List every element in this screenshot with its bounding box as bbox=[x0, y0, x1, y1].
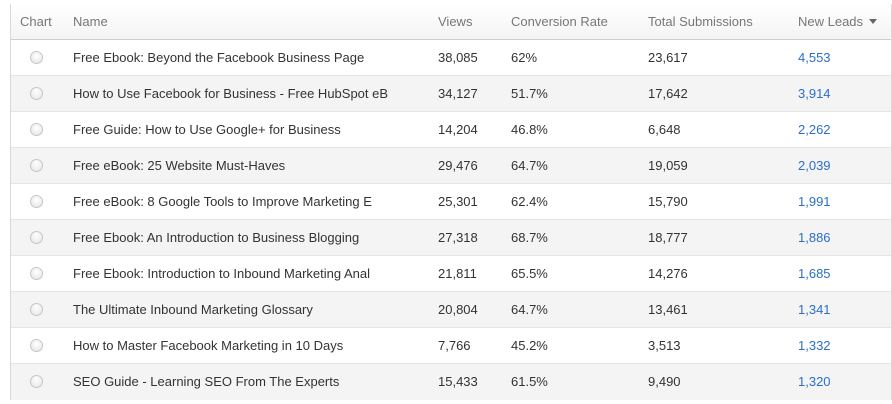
header-chart[interactable]: Chart bbox=[20, 14, 52, 29]
radio-button-icon[interactable] bbox=[30, 231, 43, 244]
row-new-leads-link[interactable]: 1,991 bbox=[798, 194, 831, 209]
row-total-submissions: 15,790 bbox=[648, 194, 688, 209]
row-conversion-rate: 65.5% bbox=[511, 266, 548, 281]
table-row: Free Ebook: Beyond the Facebook Business… bbox=[11, 40, 891, 76]
row-conversion-rate: 61.5% bbox=[511, 374, 548, 389]
row-total-submissions: 14,276 bbox=[648, 266, 688, 281]
row-conversion-rate: 64.7% bbox=[511, 158, 548, 173]
header-views[interactable]: Views bbox=[438, 14, 473, 29]
row-views: 7,766 bbox=[438, 338, 471, 353]
row-name: Free Guide: How to Use Google+ for Busin… bbox=[73, 122, 341, 137]
row-views: 21,811 bbox=[438, 266, 477, 281]
row-conversion-rate: 45.2% bbox=[511, 338, 548, 353]
row-conversion-rate: 51.7% bbox=[511, 86, 548, 101]
table-header: Chart Name Views Conversion Rate Total S… bbox=[11, 4, 891, 40]
row-total-submissions: 9,490 bbox=[648, 374, 681, 389]
row-total-submissions: 6,648 bbox=[648, 122, 681, 137]
radio-button-icon[interactable] bbox=[30, 87, 43, 100]
table-row: Free Ebook: An Introduction to Business … bbox=[11, 220, 891, 256]
table-row: How to Master Facebook Marketing in 10 D… bbox=[11, 328, 891, 364]
radio-button-icon[interactable] bbox=[30, 159, 43, 172]
row-total-submissions: 19,059 bbox=[648, 158, 688, 173]
header-conversion-rate[interactable]: Conversion Rate bbox=[511, 14, 608, 29]
sort-descending-icon[interactable] bbox=[869, 19, 878, 25]
row-total-submissions: 13,461 bbox=[648, 302, 688, 317]
row-name: The Ultimate Inbound Marketing Glossary bbox=[73, 302, 313, 317]
table-row: Free Guide: How to Use Google+ for Busin… bbox=[11, 112, 891, 148]
row-name: Free Ebook: Introduction to Inbound Mark… bbox=[73, 266, 371, 281]
row-total-submissions: 3,513 bbox=[648, 338, 681, 353]
landing-pages-table: Chart Name Views Conversion Rate Total S… bbox=[10, 4, 892, 400]
table-body: Free Ebook: Beyond the Facebook Business… bbox=[11, 40, 891, 400]
table-row: How to Use Facebook for Business - Free … bbox=[11, 76, 891, 112]
radio-button-icon[interactable] bbox=[30, 195, 43, 208]
row-views: 14,204 bbox=[438, 122, 478, 137]
row-new-leads-link[interactable]: 4,553 bbox=[798, 50, 831, 65]
row-views: 25,301 bbox=[438, 194, 478, 209]
row-name: Free eBook: 25 Website Must-Haves bbox=[73, 158, 286, 173]
row-new-leads-link[interactable]: 1,341 bbox=[798, 302, 831, 317]
row-views: 27,318 bbox=[438, 230, 478, 245]
table-row: Free eBook: 8 Google Tools to Improve Ma… bbox=[11, 184, 891, 220]
row-new-leads-link[interactable]: 2,262 bbox=[798, 122, 831, 137]
row-name: Free eBook: 8 Google Tools to Improve Ma… bbox=[73, 194, 372, 209]
header-name[interactable]: Name bbox=[73, 14, 108, 29]
row-conversion-rate: 46.8% bbox=[511, 122, 548, 137]
row-new-leads-link[interactable]: 3,914 bbox=[798, 86, 831, 101]
row-conversion-rate: 64.7% bbox=[511, 302, 548, 317]
row-new-leads-link[interactable]: 1,320 bbox=[798, 374, 831, 389]
row-name: Free Ebook: An Introduction to Business … bbox=[73, 230, 360, 245]
row-total-submissions: 23,617 bbox=[648, 50, 688, 65]
table-row: SEO Guide - Learning SEO From The Expert… bbox=[11, 364, 891, 400]
row-total-submissions: 18,777 bbox=[648, 230, 688, 245]
table-row: Free Ebook: Introduction to Inbound Mark… bbox=[11, 256, 891, 292]
row-new-leads-link[interactable]: 1,886 bbox=[798, 230, 831, 245]
header-total-submissions[interactable]: Total Submissions bbox=[648, 14, 753, 29]
header-new-leads[interactable]: New Leads bbox=[798, 4, 878, 39]
row-views: 15,433 bbox=[438, 374, 478, 389]
row-conversion-rate: 62% bbox=[511, 50, 538, 65]
row-new-leads-link[interactable]: 1,685 bbox=[798, 266, 831, 281]
header-new-leads-label: New Leads bbox=[798, 14, 864, 29]
table-row: Free eBook: 25 Website Must-Haves 29,476 6… bbox=[11, 148, 891, 184]
table-row: The Ultimate Inbound Marketing Glossary 2… bbox=[11, 292, 891, 328]
row-views: 34,127 bbox=[438, 86, 478, 101]
row-conversion-rate: 62.4% bbox=[511, 194, 548, 209]
row-views: 20,804 bbox=[438, 302, 478, 317]
row-conversion-rate: 68.7% bbox=[511, 230, 548, 245]
row-new-leads-link[interactable]: 1,332 bbox=[798, 338, 831, 353]
row-views: 29,476 bbox=[438, 158, 478, 173]
row-views: 38,085 bbox=[438, 50, 478, 65]
radio-button-icon[interactable] bbox=[30, 303, 43, 316]
radio-button-icon[interactable] bbox=[30, 267, 43, 280]
row-name: SEO Guide - Learning SEO From The Expert… bbox=[73, 374, 340, 389]
radio-button-icon[interactable] bbox=[30, 123, 43, 136]
row-new-leads-link[interactable]: 2,039 bbox=[798, 158, 831, 173]
radio-button-icon[interactable] bbox=[30, 51, 43, 64]
row-name: How to Use Facebook for Business - Free … bbox=[73, 86, 389, 101]
row-name: Free Ebook: Beyond the Facebook Business… bbox=[73, 50, 365, 65]
radio-button-icon[interactable] bbox=[30, 339, 43, 352]
row-total-submissions: 17,642 bbox=[648, 86, 688, 101]
radio-button-icon[interactable] bbox=[30, 375, 43, 388]
row-name: How to Master Facebook Marketing in 10 D… bbox=[73, 338, 344, 353]
